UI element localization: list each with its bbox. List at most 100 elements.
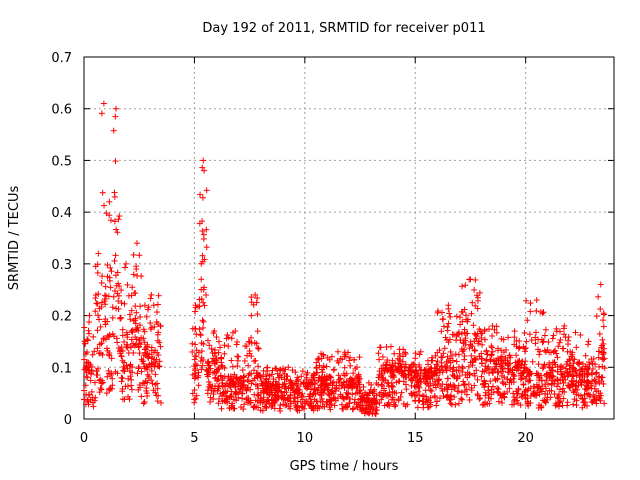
data-point [199, 164, 206, 171]
data-point [117, 348, 124, 355]
data-point [144, 343, 151, 350]
data-point [303, 385, 310, 392]
data-point [597, 305, 604, 312]
data-point [197, 332, 204, 339]
data-point [601, 400, 608, 407]
data-point [246, 399, 253, 406]
data-point [465, 381, 472, 388]
data-point [82, 401, 89, 408]
data-point [506, 379, 513, 386]
grid [84, 57, 614, 419]
data-point [546, 360, 553, 367]
data-point [428, 372, 435, 379]
data-point [557, 377, 564, 384]
data-point [301, 405, 308, 412]
data-point [511, 334, 518, 341]
data-point [555, 343, 562, 350]
data-point [469, 299, 476, 306]
data-point [215, 400, 222, 407]
data-point [399, 368, 406, 375]
data-point [527, 300, 534, 307]
data-point [118, 300, 125, 307]
data-point [550, 373, 557, 380]
data-point [94, 345, 101, 352]
data-point [201, 302, 208, 309]
data-point [471, 347, 478, 354]
data-point [191, 356, 198, 363]
data-point [550, 332, 557, 339]
data-point [455, 329, 462, 336]
data-point [489, 332, 496, 339]
data-point [504, 388, 511, 395]
data-point [424, 379, 431, 386]
data-point [193, 392, 200, 399]
data-point [154, 331, 161, 338]
data-point [128, 382, 135, 389]
data-point [327, 374, 334, 381]
data-point [326, 373, 333, 380]
data-point [368, 397, 375, 404]
data-point [309, 381, 316, 388]
data-point [532, 340, 539, 347]
data-point [128, 369, 135, 376]
data-point [416, 361, 423, 368]
data-point [439, 366, 446, 373]
data-point [500, 336, 507, 343]
data-point [521, 345, 528, 352]
data-point [97, 385, 104, 392]
y-tick-label: 0.2 [51, 310, 72, 325]
data-point [522, 375, 529, 382]
data-point [569, 364, 576, 371]
data-point [533, 372, 540, 379]
data-point [119, 357, 126, 364]
data-point [298, 373, 305, 380]
data-point [203, 226, 210, 233]
data-point [351, 356, 358, 363]
data-point [347, 362, 354, 369]
data-point [529, 358, 536, 365]
data-point [82, 350, 89, 357]
data-point [489, 366, 496, 373]
data-point [316, 404, 323, 411]
data-point [127, 344, 134, 351]
data-point [263, 375, 270, 382]
data-point [421, 371, 428, 378]
data-point [113, 226, 120, 233]
data-point [254, 344, 261, 351]
data-point [148, 377, 155, 384]
x-tick-label: 10 [297, 431, 314, 446]
data-point [129, 284, 136, 291]
data-point [556, 392, 563, 399]
data-point [91, 348, 98, 355]
data-point [592, 380, 599, 387]
data-point [480, 401, 487, 408]
data-point [148, 344, 155, 351]
data-point [254, 328, 261, 335]
data-point [118, 374, 125, 381]
data-point [389, 370, 396, 377]
data-point [438, 354, 445, 361]
data-point [376, 400, 383, 407]
data-point [227, 380, 234, 387]
data-point [346, 357, 353, 364]
data-point [131, 290, 138, 297]
data-point [115, 305, 122, 312]
data-point [287, 385, 294, 392]
data-point [282, 383, 289, 390]
data-point [315, 384, 322, 391]
data-point [582, 352, 589, 359]
data-point [534, 385, 541, 392]
data-point [408, 382, 415, 389]
data-point [408, 390, 415, 397]
data-point [385, 366, 392, 373]
data-point [560, 345, 567, 352]
data-point [402, 351, 409, 358]
data-point [232, 390, 239, 397]
data-point [356, 388, 363, 395]
data-point [489, 348, 496, 355]
data-point [99, 189, 106, 196]
data-point [592, 361, 599, 368]
data-point [248, 294, 255, 301]
data-point [499, 399, 506, 406]
data-point [478, 334, 485, 341]
